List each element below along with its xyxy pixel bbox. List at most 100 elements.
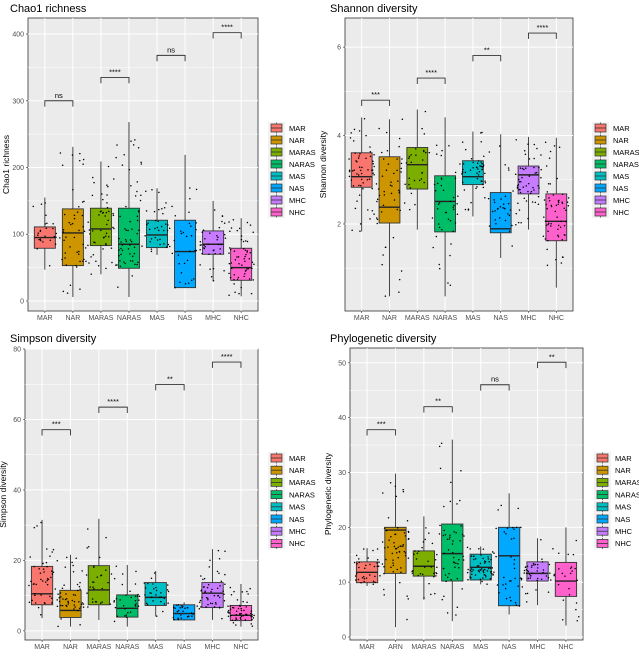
data-point [451, 543, 454, 545]
data-point [198, 607, 201, 610]
data-point [240, 612, 242, 615]
data-point [213, 606, 216, 608]
data-point [150, 238, 153, 240]
y-axis-label: Phylogenetic diversity [323, 452, 333, 535]
data-point [567, 553, 569, 556]
data-point [218, 558, 221, 560]
data-point [481, 580, 483, 583]
data-point [81, 570, 83, 572]
data-point [140, 163, 143, 165]
data-point [55, 236, 57, 239]
data-point [540, 177, 542, 179]
data-point [378, 194, 381, 197]
data-point [52, 227, 54, 230]
data-point [33, 583, 35, 585]
data-point [549, 150, 552, 153]
simpson-panel: Simpson diversity 0 20 40 60 80 Simpson divers… [0, 325, 320, 660]
data-point [118, 254, 120, 257]
data-point [39, 229, 42, 232]
data-point [387, 546, 389, 548]
data-point [229, 247, 231, 249]
data-point [461, 181, 464, 184]
box-MAR [30, 565, 54, 606]
data-point [521, 176, 523, 179]
data-point [79, 581, 81, 584]
data-point [500, 198, 502, 200]
data-point [371, 169, 374, 171]
data-point [130, 140, 132, 142]
significance-bracket [537, 361, 567, 369]
data-point [557, 224, 560, 227]
data-point [384, 547, 386, 549]
data-point [421, 127, 423, 130]
data-point [555, 204, 558, 207]
data-point [400, 567, 402, 569]
data-point [234, 619, 237, 621]
data-point [162, 610, 164, 613]
data-point [214, 601, 217, 604]
y-tick-label: 20 [13, 558, 21, 565]
data-point [571, 570, 573, 572]
data-point [505, 597, 508, 600]
y-tick-label: 30 [338, 470, 346, 477]
data-point [397, 546, 399, 548]
data-point [513, 567, 516, 570]
data-point [208, 566, 211, 568]
data-point [556, 216, 558, 218]
data-point [63, 239, 65, 242]
data-point [151, 189, 153, 191]
significance-bracket [416, 77, 446, 84]
data-point [373, 173, 375, 176]
data-point [367, 169, 369, 171]
data-point [221, 220, 223, 223]
data-point [400, 171, 402, 173]
data-point [243, 275, 245, 278]
significance-label: **** [425, 68, 437, 77]
data-point [382, 204, 385, 206]
data-point [408, 177, 411, 180]
data-point [390, 192, 393, 195]
data-point [438, 263, 440, 266]
y-tick-label: 60 [13, 417, 21, 424]
data-point [407, 538, 410, 540]
data-point [219, 248, 221, 250]
data-point [37, 234, 39, 236]
data-point [552, 194, 555, 196]
data-point [389, 481, 392, 484]
data-point [369, 150, 372, 153]
data-point [246, 268, 248, 270]
data-point [88, 229, 91, 231]
data-point [212, 280, 215, 282]
data-point [234, 258, 237, 261]
data-point [239, 612, 241, 615]
data-point [81, 602, 84, 604]
data-point [73, 217, 76, 220]
data-point [113, 601, 115, 603]
data-point [484, 181, 487, 184]
data-point [410, 154, 412, 156]
data-point [480, 554, 482, 556]
data-point [400, 270, 403, 272]
data-point [65, 593, 67, 595]
legend-label-NAS: NAS [289, 184, 304, 193]
x-tick-label: MAR [37, 315, 53, 322]
data-point [220, 580, 223, 583]
data-point [180, 271, 183, 274]
data-point [250, 610, 253, 612]
data-point [372, 160, 374, 163]
data-point [179, 606, 181, 609]
data-point [456, 213, 459, 216]
data-point [63, 584, 65, 586]
data-point [452, 196, 455, 199]
data-point [124, 262, 126, 265]
y-tick-label: 4 [337, 133, 341, 140]
x-tick-label: NAR [382, 315, 397, 322]
data-point [231, 619, 234, 622]
data-point [439, 467, 442, 470]
data-point [174, 607, 176, 609]
data-point [402, 490, 405, 493]
data-point [61, 164, 64, 166]
data-point [82, 243, 84, 246]
data-point [104, 235, 107, 237]
data-point [167, 590, 170, 593]
